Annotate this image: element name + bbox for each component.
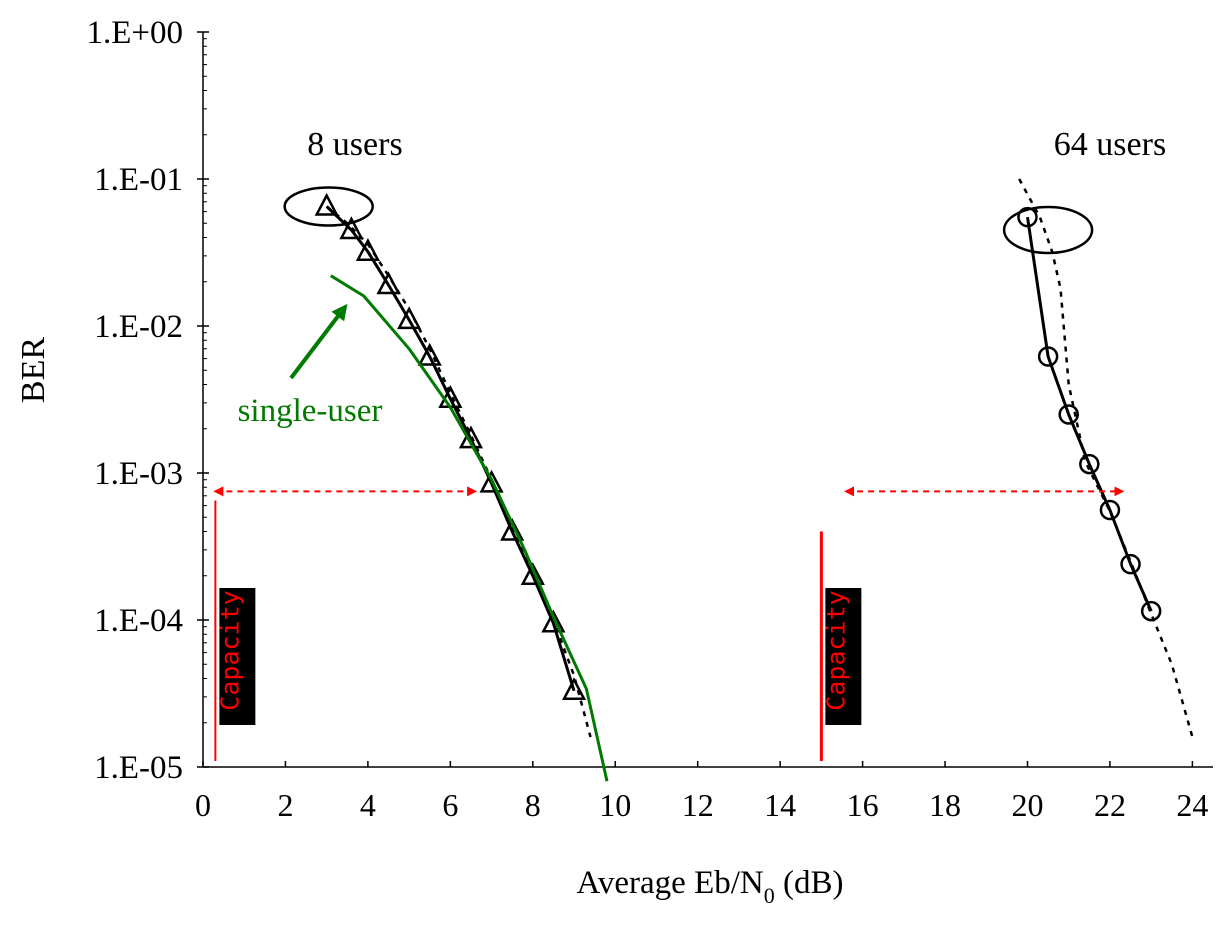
triangle-marker: [314, 192, 339, 216]
series-u8_analysis-line: [325, 205, 592, 738]
series-layer: [314, 178, 1194, 782]
capacity-label-box: [219, 587, 256, 725]
x-tick-label: 0: [195, 787, 211, 823]
y-tick-label: 1.E-04: [94, 603, 183, 639]
x-tick-label: 22: [1094, 787, 1126, 823]
capacity-label-8-users: Capacity: [215, 587, 256, 725]
ellipse-8-users: [283, 186, 374, 227]
circle-marker: [1140, 600, 1162, 622]
series-u64_sim-line: [1026, 216, 1153, 612]
x-tick-label: 6: [442, 787, 458, 823]
label-64-users: 64 users: [1054, 126, 1166, 163]
circle-marker: [1120, 553, 1141, 575]
ellipse-64-users: [1002, 205, 1094, 255]
capacity-label-text: Capacity: [215, 590, 244, 710]
y-tick-label: 1.E-02: [94, 309, 183, 345]
y-tick-label: 1.E-01: [94, 162, 183, 198]
triangle-marker: [417, 342, 442, 366]
y-axis-label: BER: [15, 337, 52, 403]
triangle-marker: [520, 562, 545, 585]
triangle-marker: [376, 271, 401, 295]
annotation-layer: Capacity Capacity 8 users 64 users single-us…: [213, 126, 1166, 761]
x-tick-label: 12: [682, 787, 714, 823]
triangle-marker: [561, 677, 587, 701]
circle-marker: [1017, 206, 1038, 228]
single-user-pointer-arrow: [289, 303, 348, 380]
series-u8_sim-line: [325, 205, 576, 692]
triangle-marker: [479, 469, 504, 493]
x-tick-label: 10: [599, 787, 631, 823]
circle-marker: [1099, 499, 1121, 521]
capacity-label-text: Capacity: [821, 590, 850, 710]
x-tick-label: 24: [1176, 787, 1208, 823]
y-tick-label: 1.E-03: [94, 456, 183, 492]
x-axis-label: Average Eb/N0 (dB): [577, 865, 844, 908]
series-single_user-line: [330, 274, 609, 782]
x-tick-label: 20: [1011, 787, 1043, 823]
x-axis-label-subscript: 0: [764, 883, 775, 908]
label-8-users: 8 users: [307, 126, 402, 163]
triangle-marker: [541, 609, 566, 633]
series-u64_analysis-line: [1018, 178, 1194, 738]
y-tick-label: 1.E+00: [86, 15, 183, 51]
capacity-label-box: [825, 587, 862, 725]
circle-marker: [1037, 346, 1059, 367]
x-tick-label: 16: [847, 787, 879, 823]
axes: 0 2 4 6 8 10 12 14 16 18 20 22 241.E+001.E-011.E-021…: [86, 15, 1213, 823]
x-axis-label-unit: (dB): [775, 865, 844, 901]
triangle-marker: [339, 216, 364, 240]
circle-marker: [1058, 404, 1079, 425]
x-tick-label: 4: [360, 787, 376, 823]
triangle-marker: [500, 517, 525, 541]
circle-marker: [1079, 453, 1100, 475]
triangle-marker: [355, 238, 380, 261]
label-single-user: single-user: [238, 393, 383, 429]
y-tick-label: 1.E-05: [94, 750, 183, 786]
capacity-label-64-users: Capacity: [821, 587, 862, 725]
x-tick-label: 8: [525, 787, 541, 823]
x-tick-label: 2: [277, 787, 293, 823]
x-tick-label: 14: [764, 787, 796, 823]
x-axis-label-main: Average Eb/N: [577, 865, 764, 901]
x-tick-label: 18: [929, 787, 961, 823]
